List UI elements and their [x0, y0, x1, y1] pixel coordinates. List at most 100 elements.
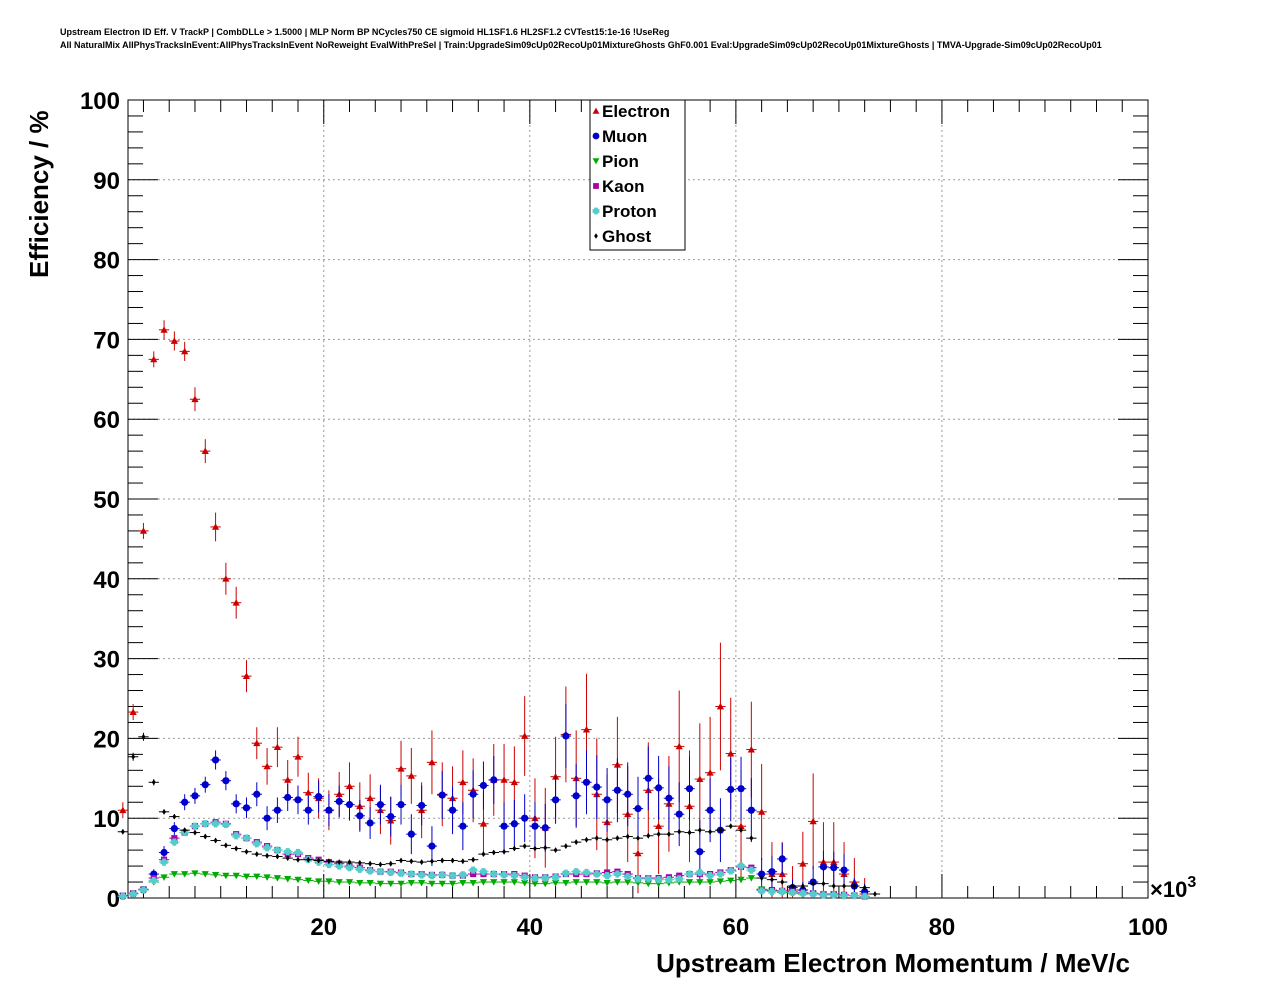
- muon-point: [655, 784, 663, 792]
- muon-point: [242, 804, 251, 812]
- electron-point: [634, 849, 642, 857]
- muon-point: [778, 855, 786, 863]
- muon-point: [562, 732, 570, 740]
- muon-point: [211, 756, 220, 764]
- electron-point: [758, 808, 766, 815]
- muon-point: [696, 848, 704, 856]
- proton-point: [335, 862, 343, 870]
- electron-point: [150, 355, 158, 363]
- proton-point: [644, 875, 652, 883]
- electron-point: [696, 775, 704, 782]
- electron-point: [242, 672, 251, 680]
- legend-entry-electron: Electron: [592, 102, 670, 121]
- x-axis-multiplier: ×103: [1150, 874, 1196, 902]
- pion-point: [232, 872, 240, 880]
- pion-point: [345, 879, 354, 886]
- muon-point: [830, 864, 838, 872]
- pion-point: [325, 878, 333, 885]
- muon-point: [593, 783, 601, 791]
- muon-point: [366, 819, 374, 827]
- proton-point: [541, 874, 549, 882]
- muon-point: [387, 813, 395, 821]
- proton-point: [129, 890, 137, 898]
- proton-point: [490, 870, 498, 878]
- ghost-point: [491, 849, 496, 856]
- electron-point: [799, 860, 807, 867]
- muon-point: [510, 820, 518, 828]
- muon-point: [582, 778, 591, 786]
- pion-point: [315, 878, 323, 885]
- pion-point: [490, 879, 498, 886]
- ghost-point: [440, 857, 445, 864]
- legend-entry-muon: Muon: [592, 127, 647, 146]
- proton-point: [737, 862, 745, 870]
- muon-point: [284, 793, 292, 802]
- proton-point: [788, 888, 797, 897]
- ghost-point: [254, 851, 259, 857]
- proton-point: [696, 868, 704, 877]
- legend-label-electron: Electron: [602, 102, 670, 121]
- ghost-point: [749, 835, 754, 842]
- ghost-point: [388, 860, 393, 867]
- proton-point: [284, 848, 292, 856]
- muon-point: [273, 806, 281, 814]
- series-ghost: [117, 732, 881, 897]
- muon-point: [345, 801, 354, 809]
- ghost-point: [151, 779, 156, 786]
- pion-point: [572, 879, 580, 886]
- ghost-point: [419, 859, 424, 865]
- y-tick-label: 50: [93, 487, 120, 514]
- ghost-point: [172, 813, 177, 820]
- ghost-point: [512, 845, 517, 852]
- ghost-point: [203, 833, 208, 840]
- muon-point: [706, 806, 714, 814]
- pion-point: [737, 876, 745, 884]
- pion-point: [696, 879, 704, 886]
- ghost-point: [625, 833, 630, 840]
- proton-point: [325, 860, 333, 869]
- electron-point: [304, 789, 312, 796]
- ghost-point: [811, 880, 816, 887]
- electron-point: [706, 769, 714, 776]
- proton-point: [521, 873, 529, 881]
- proton-point: [675, 875, 683, 883]
- proton-point: [758, 887, 766, 895]
- muon-point: [665, 794, 673, 802]
- proton-point: [397, 869, 405, 877]
- pion-point: [356, 879, 364, 887]
- muon-point: [675, 810, 683, 818]
- electron-point: [747, 745, 755, 753]
- ghost-point: [522, 843, 527, 850]
- ghost-point: [316, 857, 321, 864]
- pion-point: [593, 879, 601, 886]
- muon-point: [737, 785, 745, 793]
- legend-label-muon: Muon: [602, 127, 647, 146]
- pion-point: [366, 879, 374, 887]
- pion-point: [716, 878, 725, 885]
- ghost-point: [275, 853, 280, 860]
- pion-point: [273, 875, 281, 882]
- ghost-point: [615, 835, 620, 842]
- proton-point: [263, 844, 271, 852]
- pion-point: [438, 880, 446, 888]
- kaon-point: [470, 871, 477, 878]
- y-tick-label: 20: [93, 726, 120, 753]
- muon-point: [500, 822, 508, 830]
- ghost-point: [296, 856, 300, 863]
- muon-point: [356, 812, 364, 820]
- proton-point: [727, 867, 735, 875]
- ghost-point: [502, 848, 507, 855]
- ghost-point: [790, 883, 795, 889]
- legend-marker-electron: [592, 107, 600, 114]
- proton-point: [593, 870, 601, 878]
- ghost-point: [718, 827, 723, 834]
- muon-point: [531, 822, 539, 830]
- proton-point: [469, 866, 477, 874]
- proton-point: [211, 820, 220, 828]
- pion-point: [603, 879, 611, 887]
- ghost-point: [368, 860, 373, 867]
- proton-point: [345, 864, 354, 872]
- muon-point: [222, 777, 230, 785]
- electron-point: [160, 326, 168, 333]
- proton-point: [850, 892, 858, 900]
